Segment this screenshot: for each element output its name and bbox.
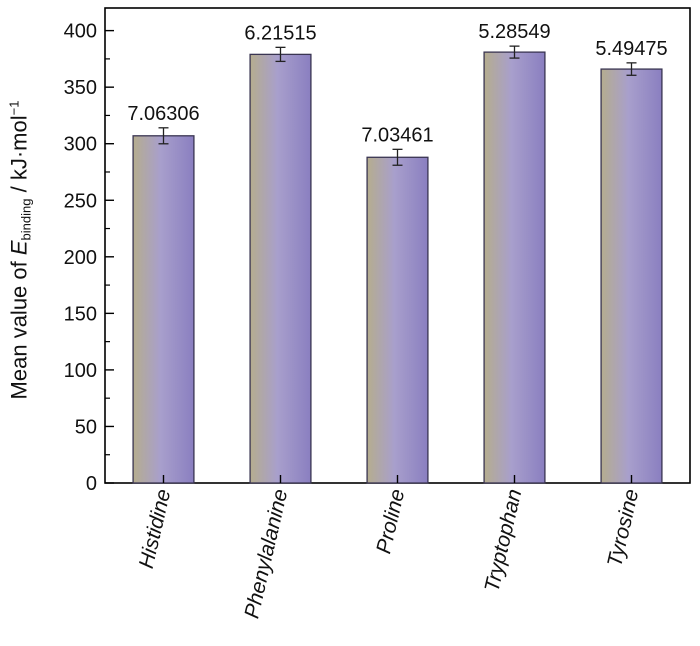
x-tick-label: Tyrosine [603, 487, 643, 569]
plot-area: 0 50 100 150 200 250 300 350 400 7.06306 Histidine… [64, 7, 691, 621]
y-tick-label: 50 [75, 416, 97, 438]
bar-tyrosine [600, 68, 663, 484]
data-label: 5.49475 [595, 38, 667, 60]
bar-proline [366, 156, 429, 484]
x-tick-label: Histidine [135, 487, 176, 571]
y-axis-label-superscript: −1 [6, 100, 22, 116]
bar-tryptophan [483, 51, 546, 484]
y-axis-label-symbol: E [6, 240, 32, 256]
y-tick-label: 150 [64, 303, 97, 325]
y-axis-label-prefix: Mean value of [6, 255, 32, 400]
x-tick-label: Proline [372, 487, 409, 556]
y-axis-label-suffix: / kJ·mol [6, 115, 32, 199]
bar-histidine [132, 135, 195, 484]
data-label: 7.03461 [361, 124, 433, 146]
data-label: 6.21515 [244, 22, 316, 44]
y-tick-label: 350 [64, 77, 97, 99]
data-label: 7.06306 [127, 103, 199, 125]
bar-phenylalanine [249, 53, 312, 484]
y-tick-label: 400 [64, 21, 97, 43]
y-axis-label-subscript: binding [18, 198, 34, 241]
y-axis-label-wrap: Mean value of Ebinding / kJ·mol−1 [0, 0, 40, 646]
x-tick-label: Phenylalanine [240, 487, 292, 621]
y-tick-label: 100 [64, 360, 97, 382]
y-tick-label: 250 [64, 190, 97, 212]
y-tick-label: 200 [64, 247, 97, 269]
data-label: 5.28549 [478, 21, 550, 43]
y-tick-label: 300 [64, 134, 97, 156]
x-tick-label: Tryptophan [480, 487, 526, 594]
y-tick-label: 0 [86, 473, 97, 495]
y-axis-label: Mean value of Ebinding / kJ·mol−1 [7, 101, 34, 400]
